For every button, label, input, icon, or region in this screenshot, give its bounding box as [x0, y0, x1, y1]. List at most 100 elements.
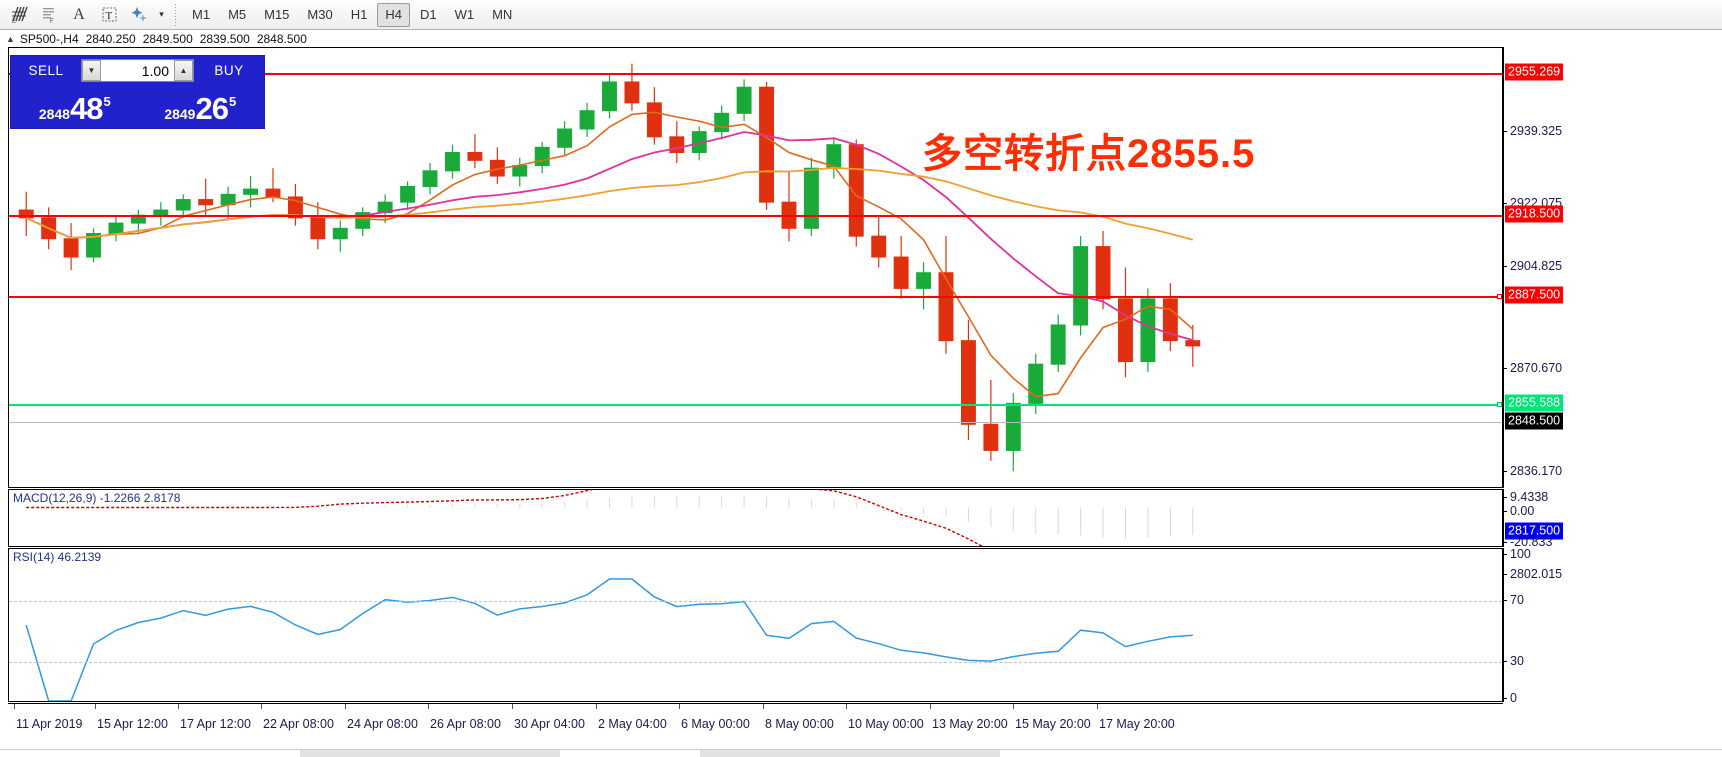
time-tick-label: 13 May 20:00: [932, 717, 1008, 731]
candle: [1140, 288, 1156, 373]
rsi-tick-label: 100: [1510, 547, 1531, 561]
candle: [781, 170, 797, 242]
timeframe-button-m1[interactable]: M1: [192, 7, 211, 22]
axis-tick: [1503, 266, 1507, 267]
candle: [332, 220, 348, 252]
rsi-indicator-panel[interactable]: RSI(14) 46.2139: [8, 548, 1503, 702]
sell-price-fraction: 5: [103, 94, 111, 109]
sell-price-display[interactable]: 2848 48 5: [14, 82, 136, 125]
collapse-triangle-icon[interactable]: ▲: [6, 34, 15, 44]
templates-icon[interactable]: F: [34, 2, 64, 28]
axis-tick: [1503, 574, 1507, 575]
time-tick-label: 30 Apr 04:00: [514, 717, 585, 731]
level-line-current-price[interactable]: [9, 422, 1502, 423]
timeframe-button-m30[interactable]: M30: [307, 7, 333, 22]
time-tick-label: 2 May 04:00: [598, 717, 667, 731]
timeframe-button-m15[interactable]: M15: [264, 7, 290, 22]
time-tick: [178, 704, 179, 709]
chevron-down-icon: ▾: [159, 9, 164, 19]
axis-tick: [1503, 542, 1507, 543]
level-line-resistance-2887[interactable]: [9, 296, 1502, 298]
timeframe-button-d1[interactable]: D1: [419, 7, 437, 22]
price-tag-2848-500: 2848.500: [1505, 412, 1564, 430]
axis-line: [1503, 548, 1504, 702]
time-tick-label: 15 Apr 12:00: [97, 717, 168, 731]
timeframe-button-h4[interactable]: H4: [377, 2, 410, 27]
volume-field[interactable]: ▼ 1.00 ▲: [81, 59, 194, 82]
time-tick-label: 10 May 00:00: [848, 717, 924, 731]
order-panel-prices-row: 2848 48 5 2849 26 5: [11, 82, 264, 128]
time-tick-label: 15 May 20:00: [1015, 717, 1091, 731]
volume-decrement-button[interactable]: ▼: [82, 60, 101, 81]
time-tick-label: 22 Apr 08:00: [263, 717, 334, 731]
candle: [355, 207, 371, 237]
price-scale-axis[interactable]: 2955.269 2939.325 2922.075 2918.500 2904.825…: [1503, 47, 1722, 581]
macd-indicator-panel[interactable]: MACD(12,26,9) -1.2266 2.8178: [8, 489, 1503, 547]
level-line-pivot-2855[interactable]: [9, 404, 1502, 406]
price-tag-2817-500: 2817.500: [1505, 522, 1564, 540]
time-tick: [14, 704, 15, 709]
candle: [714, 105, 730, 140]
candle: [86, 228, 101, 263]
candle: [893, 236, 909, 299]
indicators-icon[interactable]: E: [4, 2, 34, 28]
svg-text:F: F: [50, 19, 54, 24]
price-tick-label: 2939.325: [1510, 124, 1563, 138]
candle: [445, 144, 460, 179]
objects-icon[interactable]: [124, 2, 154, 28]
candle: [1185, 324, 1201, 367]
macd-scale-axis[interactable]: 9.4338 0.00 -20.833: [1503, 489, 1722, 549]
timeframe-button-w1[interactable]: W1: [454, 7, 475, 22]
symbol-info-bar: ▲ SP500-,H4 2840.250 2849.500 2839.500 2…: [0, 31, 1722, 47]
timeframe-button-mn[interactable]: MN: [492, 7, 513, 22]
time-tick: [930, 704, 931, 709]
buy-price-fraction: 5: [228, 94, 237, 109]
candle: [287, 183, 303, 226]
candle: [1095, 230, 1111, 310]
time-tick: [679, 704, 680, 709]
axis-tick: [1503, 600, 1507, 601]
level-anchor-handle[interactable]: [1497, 294, 1502, 299]
volume-increment-button[interactable]: ▲: [174, 60, 193, 81]
time-tick: [1097, 704, 1098, 709]
rsi-scale-axis[interactable]: 100 70 30 0: [1503, 547, 1722, 705]
rsi-band-line: [9, 601, 1502, 602]
ma-fast-line: [25, 111, 1194, 398]
level-line-resistance-2955[interactable]: [9, 73, 1502, 75]
price-tag-2918-500: 2918.500: [1505, 205, 1564, 223]
buy-price-main: 26: [195, 91, 228, 126]
chart-area[interactable]: 多空转折点2855.5 MACD(12,26,9) -1.2266 2.8178…: [0, 47, 1722, 757]
text-label-icon[interactable]: T: [94, 2, 124, 28]
candle: [1118, 267, 1133, 378]
toolbar-separator: [175, 3, 176, 26]
axis-tick: [1503, 698, 1507, 699]
macd-tick-label: 9.4338: [1510, 490, 1549, 504]
volume-value[interactable]: 1.00: [101, 60, 174, 81]
time-tick: [261, 704, 262, 709]
timeframe-button-m5[interactable]: M5: [228, 7, 247, 22]
text-tool-icon[interactable]: A: [73, 5, 85, 23]
candle: [669, 121, 685, 163]
candle: [579, 102, 595, 137]
level-anchor-handle[interactable]: [1497, 402, 1502, 407]
sell-price-main: 48: [69, 91, 103, 126]
candle: [557, 121, 573, 156]
one-click-trading-panel[interactable]: SELL ▼ 1.00 ▲ BUY 2848 48 5 2849 26 5: [10, 55, 265, 129]
objects-dropdown-icon[interactable]: ▾: [154, 2, 168, 28]
candle: [1050, 314, 1066, 373]
main-toolbar: E F A T ▾: [0, 0, 1722, 30]
price-chart-panel[interactable]: 多空转折点2855.5: [8, 47, 1503, 488]
buy-price-display[interactable]: 2849 26 5: [140, 82, 262, 125]
time-scale-axis[interactable]: 11 Apr 2019 15 Apr 12:00 17 Apr 12:00 22 Ap…: [8, 703, 1503, 743]
sell-button[interactable]: SELL: [28, 63, 64, 78]
timeframe-button-h1[interactable]: H1: [350, 7, 368, 22]
rsi-band-line: [9, 662, 1502, 663]
candle: [175, 194, 191, 218]
time-tick: [512, 704, 513, 709]
axis-tick: [1503, 511, 1507, 512]
level-line-resistance-2918[interactable]: [9, 215, 1502, 217]
sell-price-prefix: 2848: [38, 106, 70, 122]
buy-button[interactable]: BUY: [214, 63, 244, 78]
candle: [310, 202, 326, 250]
